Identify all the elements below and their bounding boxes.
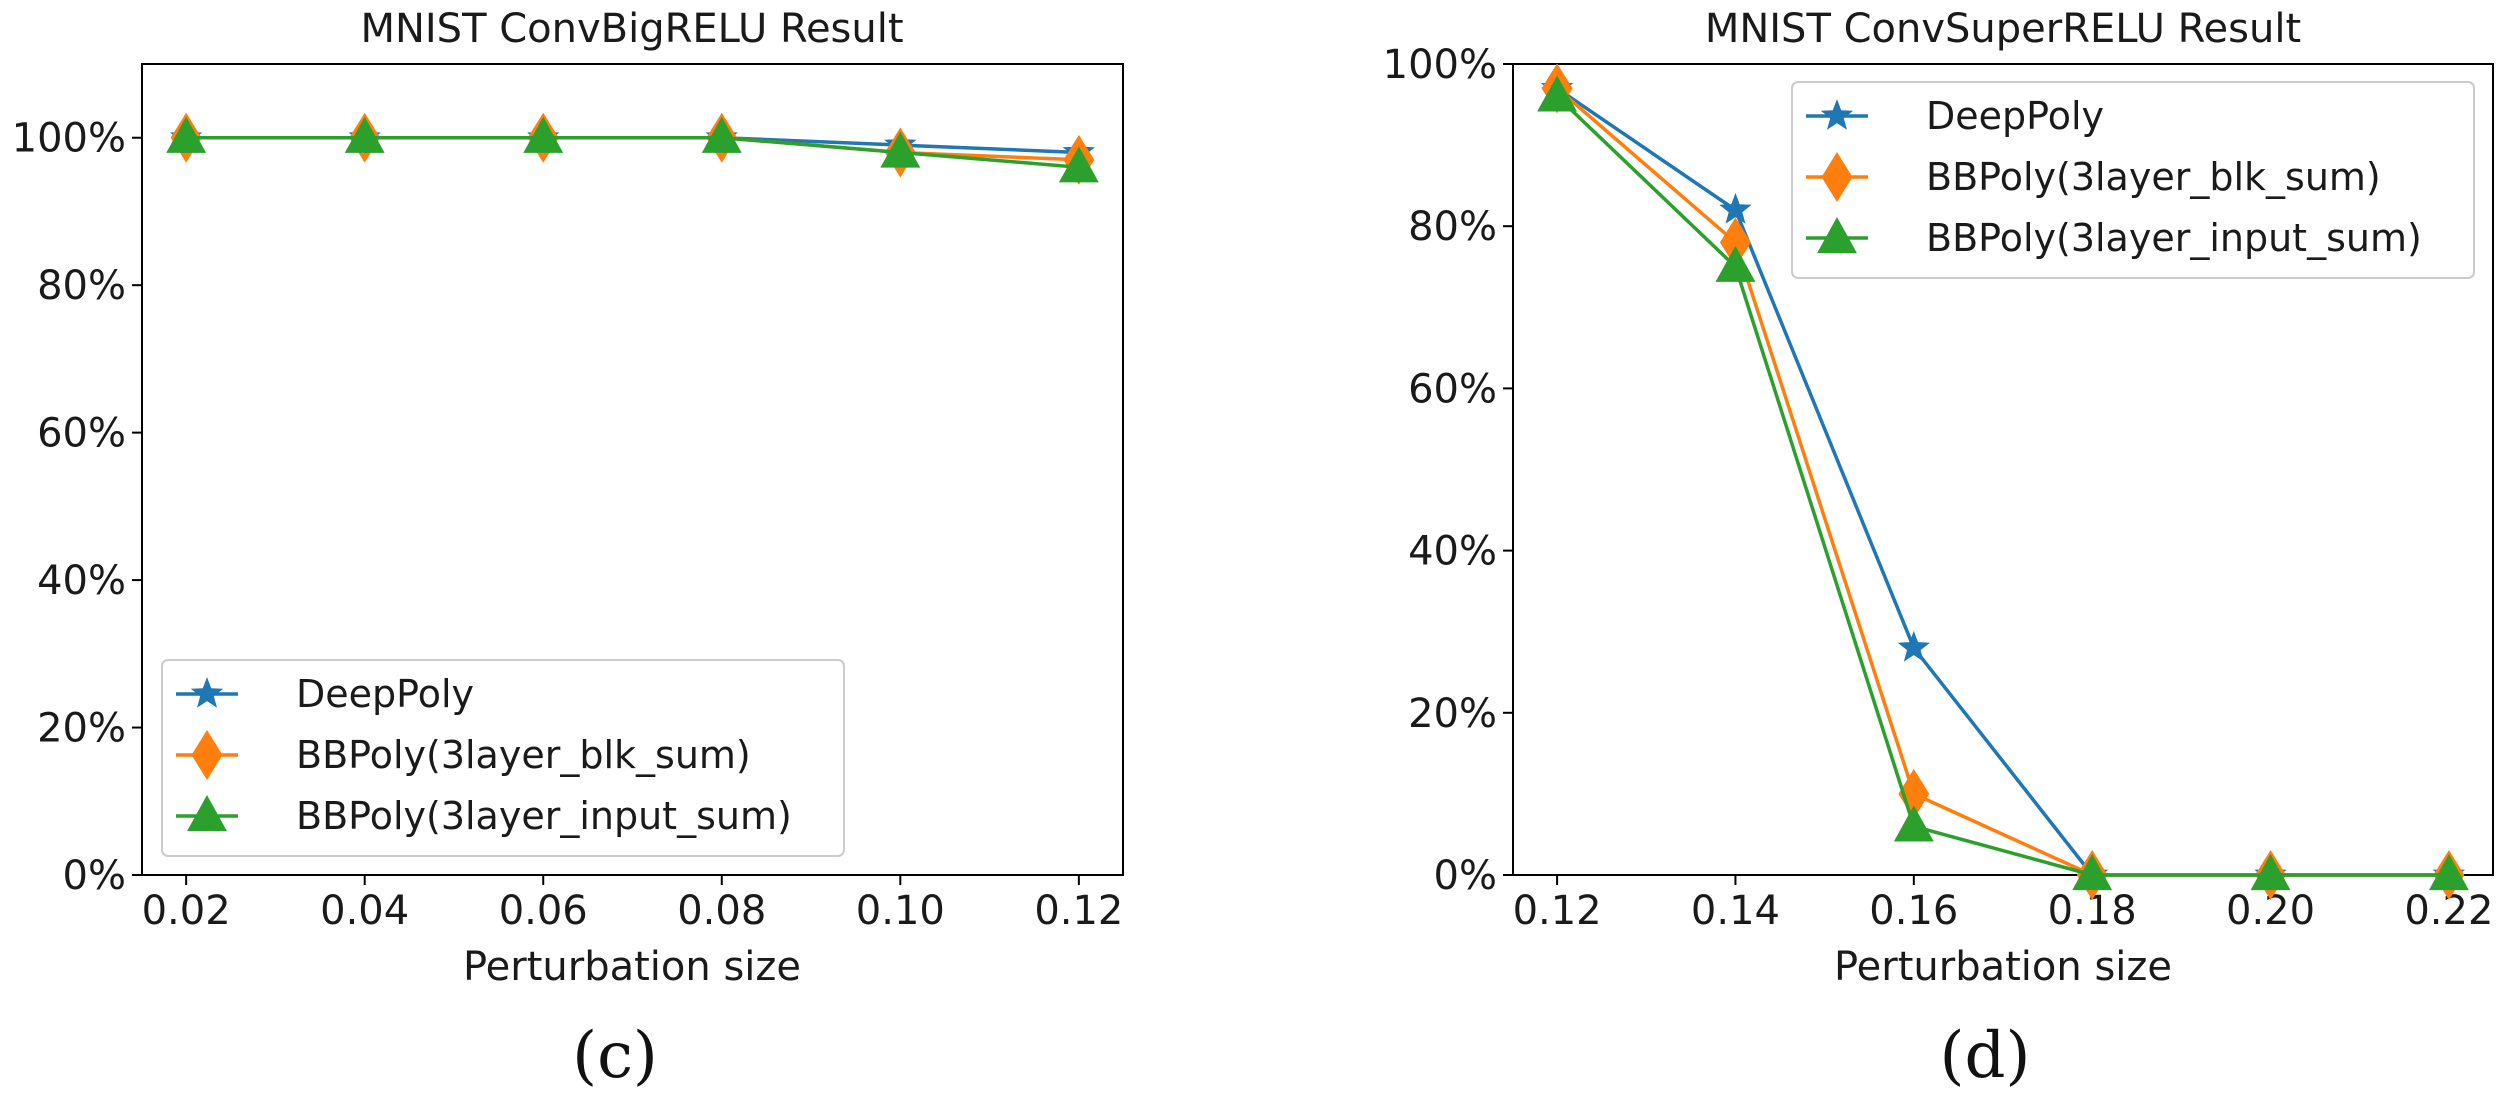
- chart-c-legend-marker-bbpoly-3layer-input-sum: [187, 795, 227, 832]
- chart-c-legend-label-deeppoly: DeepPoly: [296, 672, 474, 716]
- chart-c-x-tick-label: 0.04: [320, 888, 409, 934]
- chart-d-point-bbpoly-3layer-input-sum: [2250, 854, 2291, 891]
- chart-d: MNIST ConvSuperRELU Result Perturbation …: [1383, 6, 2494, 1093]
- chart-d-point-bbpoly-3layer-input-sum: [1537, 75, 1578, 112]
- chart-d-legend: DeepPoly BBPoly(3layer_blk_sum) BBPoly(3la…: [1791, 81, 2475, 279]
- chart-d-y-tick-label: 40%: [1408, 529, 1497, 575]
- chart-d-legend-marker-deeppoly: [1820, 99, 1854, 130]
- chart-d-legend-marker-bbpoly-3layer-blk-sum: [1821, 152, 1853, 202]
- chart-c-legend-label-bbpoly-3layer-blk-sum: BBPoly(3layer_blk_sum): [296, 733, 751, 777]
- chart-d-xlabel: Perturbation size: [1834, 944, 2172, 990]
- chart-c-legend-label-bbpoly-3layer-input-sum: BBPoly(3layer_input_sum): [296, 794, 792, 838]
- chart-d-y-tick-label: 20%: [1408, 691, 1497, 737]
- chart-c-x-tick-label: 0.12: [1034, 888, 1123, 934]
- chart-c-y-tick-label: 80%: [37, 263, 126, 309]
- chart-d-x-tick-label: 0.16: [1869, 888, 1958, 934]
- chart-c-x-tick-label: 0.02: [142, 888, 231, 934]
- chart-c-x-tick-label: 0.10: [856, 888, 945, 934]
- chart-d-y-tick-label: 60%: [1408, 366, 1497, 412]
- chart-c-y-tick-label: 20%: [37, 706, 126, 752]
- chart-c-legend: DeepPoly BBPoly(3layer_blk_sum) BBPoly(3la…: [161, 659, 845, 857]
- chart-d-axes-frame: [1512, 63, 2494, 876]
- chart-d-legend-marker-bbpoly-3layer-input-sum: [1817, 217, 1857, 254]
- chart-c-point-bbpoly-3layer-input-sum: [701, 116, 742, 153]
- chart-c-xlabel: Perturbation size: [463, 944, 801, 990]
- chart-c-point-bbpoly-3layer-input-sum: [523, 116, 564, 153]
- chart-c-y-tick-label: 60%: [37, 411, 126, 457]
- chart-d-point-bbpoly-3layer-input-sum: [1715, 245, 1756, 282]
- chart-c-series-bbpoly-3layer-input-sum: [166, 116, 1099, 183]
- chart-d-legend-box: [1791, 81, 2475, 279]
- chart-c-caption: (c): [572, 1019, 658, 1093]
- chart-d-point-deeppoly: [1719, 193, 1752, 224]
- chart-d-y-tick-label: 0%: [1434, 853, 1497, 899]
- chart-d-legend-label-deeppoly: DeepPoly: [1926, 94, 2104, 138]
- chart-d-point-bbpoly-3layer-input-sum: [1893, 805, 1934, 842]
- chart-c-legend-marker-deeppoly: [190, 677, 224, 708]
- chart-c-legend-box: [161, 659, 845, 857]
- chart-c: MNIST ConvBigRELU Result Perturbation si…: [12, 6, 1124, 1093]
- chart-d-point-deeppoly: [1897, 630, 1930, 662]
- chart-c-point-bbpoly-3layer-input-sum: [880, 131, 921, 168]
- chart-d-plot: 0%20%40%60%80%100%0.12 0.14 0.16 0.18 0.20 0.…: [1383, 42, 2494, 934]
- chart-c-x-tick-label: 0.06: [499, 888, 588, 934]
- chart-d-caption: (d): [1940, 1019, 2031, 1093]
- chart-c-y-tick-label: 0%: [63, 853, 126, 899]
- chart-c-line-bbpoly-3layer-input-sum: [186, 135, 1080, 169]
- chart-c-point-bbpoly-3layer-input-sum: [344, 116, 385, 153]
- chart-c-x-tick-label: 0.08: [677, 888, 766, 934]
- chart-d-title: MNIST ConvSuperRELU Result: [1705, 6, 2301, 52]
- chart-d-point-bbpoly-3layer-input-sum: [2428, 854, 2469, 891]
- chart-d-point-bbpoly-3layer-blk-sum: [1719, 217, 1751, 268]
- chart-d-y-tick-label: 100%: [1383, 42, 1497, 88]
- chart-c-y-tick-label: 40%: [37, 558, 126, 604]
- chart-c-axes-frame: [141, 63, 1124, 876]
- chart-d-line-bbpoly-3layer-input-sum: [1555, 95, 2449, 877]
- chart-c-point-bbpoly-3layer-input-sum: [166, 116, 207, 153]
- chart-d-series-bbpoly-3layer-input-sum: [1537, 75, 2469, 891]
- chart-d-x-tick-label: 0.12: [1513, 888, 1602, 934]
- chart-d-x-tick-label: 0.14: [1691, 888, 1780, 934]
- chart-d-y-tick-label: 80%: [1408, 204, 1497, 250]
- chart-c-legend-marker-bbpoly-3layer-blk-sum: [191, 730, 223, 780]
- chart-d-point-bbpoly-3layer-input-sum: [2072, 854, 2113, 891]
- chart-c-title: MNIST ConvBigRELU Result: [360, 6, 903, 52]
- chart-d-legend-label-bbpoly-3layer-input-sum: BBPoly(3layer_input_sum): [1926, 216, 2422, 260]
- chart-c-point-bbpoly-3layer-input-sum: [1058, 146, 1099, 183]
- chart-d-legend-label-bbpoly-3layer-blk-sum: BBPoly(3layer_blk_sum): [1926, 155, 2381, 199]
- chart-c-plot: 0% 20% 40% 60% 80% 100% 0.02 0.04 0.06 0.08 0.10 0.…: [12, 63, 1124, 934]
- chart-c-y-tick-label: 100%: [12, 116, 126, 162]
